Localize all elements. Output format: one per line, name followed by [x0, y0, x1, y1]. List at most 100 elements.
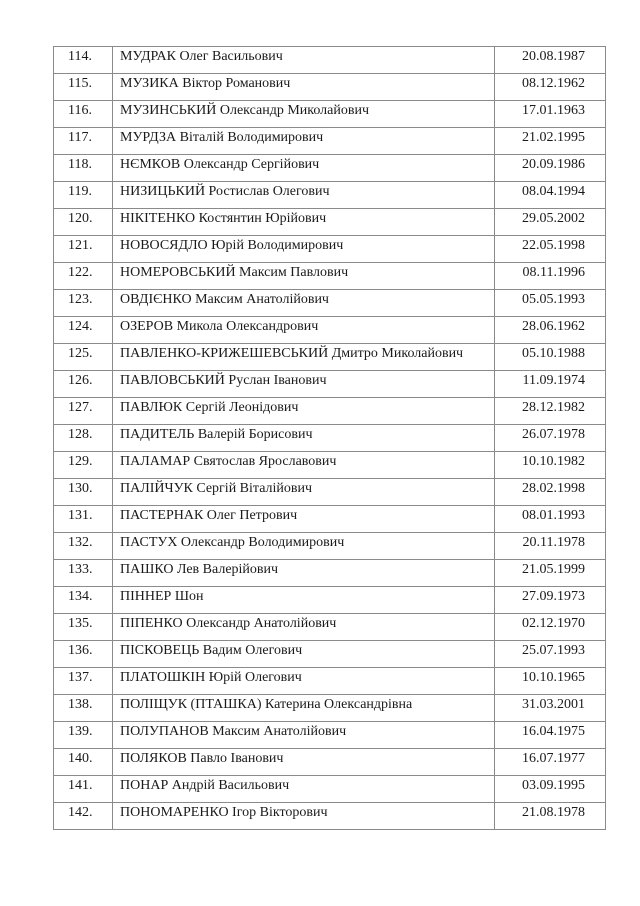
table-row: 114. МУДРАК Олег Васильович 20.08.1987	[53, 46, 606, 74]
person-name: ПІПЕНКО Олександр Анатолійович	[112, 613, 495, 641]
birth-date: 22.05.1998	[494, 235, 606, 263]
birth-date: 08.12.1962	[494, 73, 606, 101]
birth-date: 05.10.1988	[494, 343, 606, 371]
person-name: МУЗИНСЬКИЙ Олександр Миколайович	[112, 100, 495, 128]
table-body: 114. МУДРАК Олег Васильович 20.08.1987 115.…	[53, 46, 606, 830]
row-number: 127.	[53, 397, 113, 425]
birth-date: 25.07.1993	[494, 640, 606, 668]
row-number: 138.	[53, 694, 113, 722]
row-number: 137.	[53, 667, 113, 695]
person-name: НЄМКОВ Олександр Сергійович	[112, 154, 495, 182]
birth-date: 02.12.1970	[494, 613, 606, 641]
row-number: 129.	[53, 451, 113, 479]
birth-date: 28.02.1998	[494, 478, 606, 506]
birth-date: 11.09.1974	[494, 370, 606, 398]
birth-date: 20.11.1978	[494, 532, 606, 560]
row-number: 130.	[53, 478, 113, 506]
row-number: 133.	[53, 559, 113, 587]
person-name: НОМЕРОВСЬКИЙ Максим Павлович	[112, 262, 495, 290]
row-number: 131.	[53, 505, 113, 533]
person-name: НОВОСЯДЛО Юрій Володимирович	[112, 235, 495, 263]
person-name: ПОНАР Андрій Васильович	[112, 775, 495, 803]
row-number: 134.	[53, 586, 113, 614]
person-name: ПОЛЯКОВ Павло Іванович	[112, 748, 495, 776]
table-row: 136. ПІСКОВЕЦЬ Вадим Олегович 25.07.1993	[53, 640, 606, 668]
table-row: 115. МУЗИКА Віктор Романович 08.12.1962	[53, 73, 606, 101]
row-number: 136.	[53, 640, 113, 668]
birth-date: 10.10.1965	[494, 667, 606, 695]
birth-date: 05.05.1993	[494, 289, 606, 317]
table-row: 130. ПАЛІЙЧУК Сергій Віталійович 28.02.199…	[53, 478, 606, 506]
row-number: 125.	[53, 343, 113, 371]
birth-date: 31.03.2001	[494, 694, 606, 722]
table-row: 132. ПАСТУХ Олександр Володимирович 20.11.…	[53, 532, 606, 560]
person-name: ПАЛАМАР Святослав Ярославович	[112, 451, 495, 479]
birth-date: 21.05.1999	[494, 559, 606, 587]
table-row: 125. ПАВЛЕНКО-КРИЖЕШЕВСЬКИЙ Дмитро Микола…	[53, 343, 606, 371]
person-name: ПОЛУПАНОВ Максим Анатолійович	[112, 721, 495, 749]
table-row: 120. НІКІТЕНКО Костянтин Юрійович 29.05.20…	[53, 208, 606, 236]
table-row: 124. ОЗЕРОВ Микола Олександрович 28.06.196…	[53, 316, 606, 344]
birth-date: 10.10.1982	[494, 451, 606, 479]
table-row: 119. НИЗИЦЬКИЙ Ростислав Олегович 08.04.19…	[53, 181, 606, 209]
table-row: 138. ПОЛІЩУК (ПТАШКА) Катерина Олександрі…	[53, 694, 606, 722]
row-number: 121.	[53, 235, 113, 263]
table-row: 117. МУРДЗА Віталій Володимирович 21.02.19…	[53, 127, 606, 155]
person-name: ПАЛІЙЧУК Сергій Віталійович	[112, 478, 495, 506]
birth-date: 28.12.1982	[494, 397, 606, 425]
table-row: 127. ПАВЛЮК Сергій Леонідович 28.12.1982	[53, 397, 606, 425]
birth-date: 29.05.2002	[494, 208, 606, 236]
person-name: МУЗИКА Віктор Романович	[112, 73, 495, 101]
birth-date: 16.07.1977	[494, 748, 606, 776]
birth-date: 08.01.1993	[494, 505, 606, 533]
person-name: ПОЛІЩУК (ПТАШКА) Катерина Олександрівна	[112, 694, 495, 722]
table-row: 134. ПІННЕР Шон 27.09.1973	[53, 586, 606, 614]
person-name: ПІСКОВЕЦЬ Вадим Олегович	[112, 640, 495, 668]
birth-date: 21.08.1978	[494, 802, 606, 830]
birth-date: 26.07.1978	[494, 424, 606, 452]
persons-table: 114. МУДРАК Олег Васильович 20.08.1987 115.…	[53, 46, 606, 830]
birth-date: 21.02.1995	[494, 127, 606, 155]
table-row: 139. ПОЛУПАНОВ Максим Анатолійович 16.04.1…	[53, 721, 606, 749]
birth-date: 16.04.1975	[494, 721, 606, 749]
row-number: 118.	[53, 154, 113, 182]
table-row: 137. ПЛАТОШКІН Юрій Олегович 10.10.1965	[53, 667, 606, 695]
person-name: ОВДІЄНКО Максим Анатолійович	[112, 289, 495, 317]
person-name: НИЗИЦЬКИЙ Ростислав Олегович	[112, 181, 495, 209]
person-name: МУРДЗА Віталій Володимирович	[112, 127, 495, 155]
row-number: 122.	[53, 262, 113, 290]
table-row: 131. ПАСТЕРНАК Олег Петрович 08.01.1993	[53, 505, 606, 533]
row-number: 123.	[53, 289, 113, 317]
birth-date: 20.09.1986	[494, 154, 606, 182]
birth-date: 03.09.1995	[494, 775, 606, 803]
birth-date: 28.06.1962	[494, 316, 606, 344]
row-number: 140.	[53, 748, 113, 776]
table-row: 129. ПАЛАМАР Святослав Ярославович 10.10.1…	[53, 451, 606, 479]
table-row: 133. ПАШКО Лев Валерійович 21.05.1999	[53, 559, 606, 587]
person-name: ПАВЛЕНКО-КРИЖЕШЕВСЬКИЙ Дмитро Миколайови…	[112, 343, 495, 371]
birth-date: 27.09.1973	[494, 586, 606, 614]
table-row: 135. ПІПЕНКО Олександр Анатолійович 02.12.…	[53, 613, 606, 641]
row-number: 124.	[53, 316, 113, 344]
table-row: 140. ПОЛЯКОВ Павло Іванович 16.07.1977	[53, 748, 606, 776]
birth-date: 20.08.1987	[494, 46, 606, 74]
person-name: ПАДИТЕЛЬ Валерій Борисович	[112, 424, 495, 452]
person-name: ПОНОМАРЕНКО Ігор Вікторович	[112, 802, 495, 830]
person-name: ПАВЛОВСЬКИЙ Руслан Іванович	[112, 370, 495, 398]
table-row: 128. ПАДИТЕЛЬ Валерій Борисович 26.07.1978	[53, 424, 606, 452]
table-row: 116. МУЗИНСЬКИЙ Олександр Миколайович 17.0…	[53, 100, 606, 128]
table-row: 126. ПАВЛОВСЬКИЙ Руслан Іванович 11.09.197…	[53, 370, 606, 398]
row-number: 141.	[53, 775, 113, 803]
row-number: 116.	[53, 100, 113, 128]
table-row: 121. НОВОСЯДЛО Юрій Володимирович 22.05.19…	[53, 235, 606, 263]
row-number: 120.	[53, 208, 113, 236]
row-number: 128.	[53, 424, 113, 452]
person-name: ОЗЕРОВ Микола Олександрович	[112, 316, 495, 344]
row-number: 114.	[53, 46, 113, 74]
birth-date: 08.04.1994	[494, 181, 606, 209]
table-row: 122. НОМЕРОВСЬКИЙ Максим Павлович 08.11.19…	[53, 262, 606, 290]
person-name: МУДРАК Олег Васильович	[112, 46, 495, 74]
row-number: 142.	[53, 802, 113, 830]
row-number: 115.	[53, 73, 113, 101]
table-row: 142. ПОНОМАРЕНКО Ігор Вікторович 21.08.197…	[53, 802, 606, 830]
